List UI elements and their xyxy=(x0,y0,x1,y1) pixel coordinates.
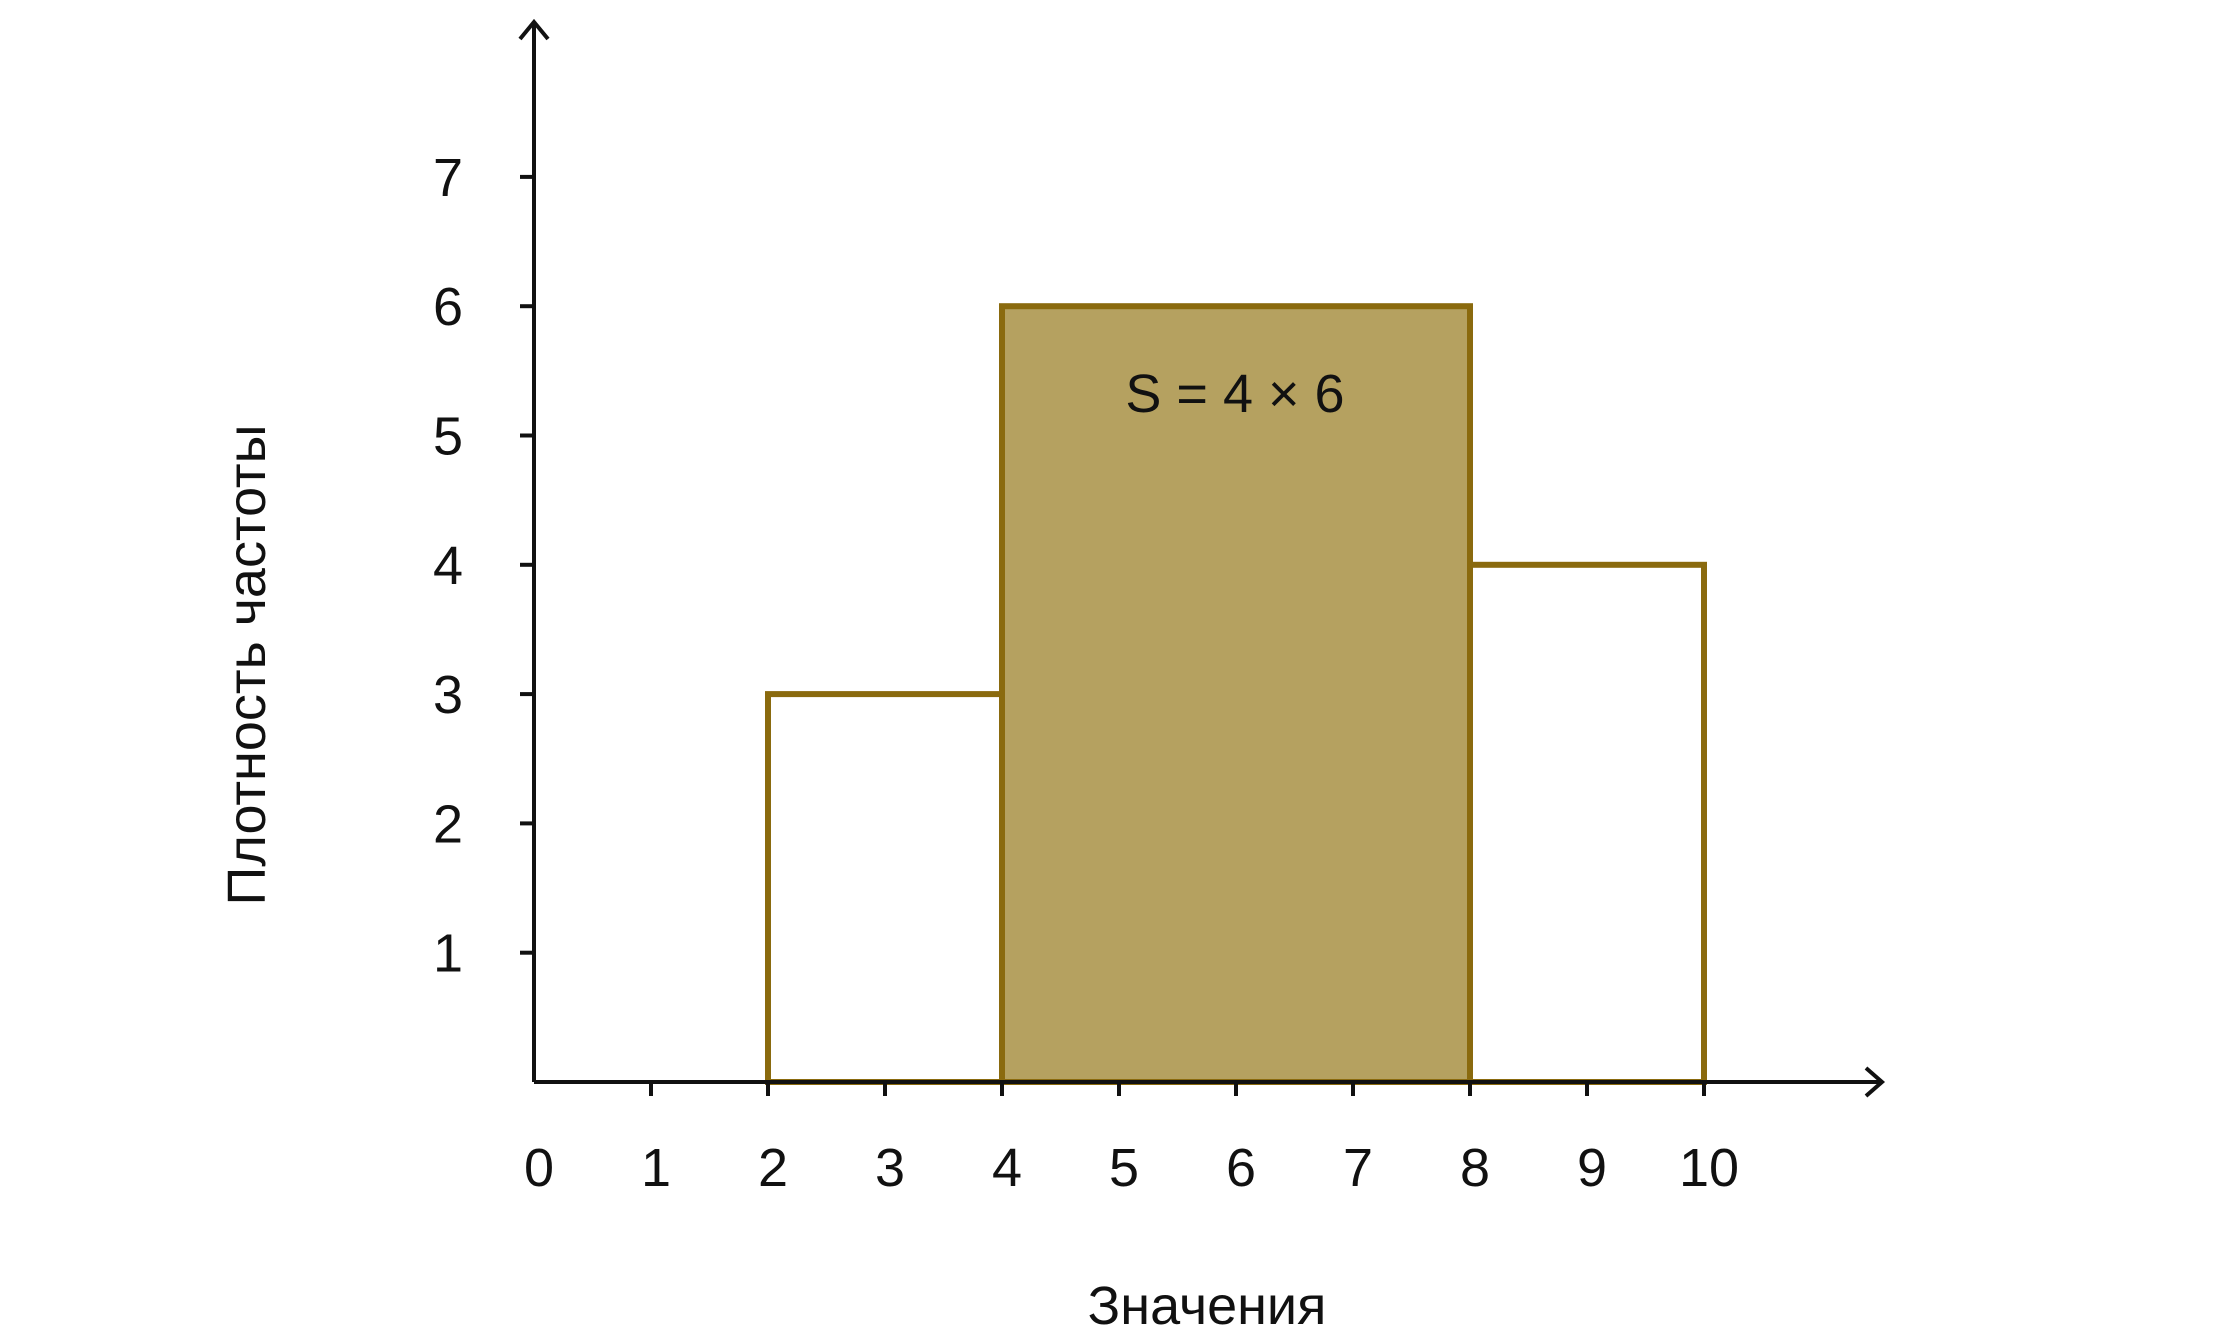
histogram-bar-2 xyxy=(1467,561,1707,1085)
area-annotation: S = 4 × 6 xyxy=(1125,364,1344,424)
x-axis-arrow-icon xyxy=(1864,1066,1886,1098)
ticks-layer: 0 1 2 3 4 5 6 7 8 9 10 1 2 3 4 5 6 7 xyxy=(433,148,1739,1198)
x-tick-label: 3 xyxy=(875,1138,905,1198)
x-tick-label: 1 xyxy=(641,1138,671,1198)
x-tick-label: 9 xyxy=(1577,1138,1607,1198)
x-axis-title: Значения xyxy=(1088,1276,1327,1336)
axes-layer xyxy=(518,18,1886,1098)
y-axis-arrow-icon xyxy=(518,18,550,41)
histogram-bar-0 xyxy=(765,691,1005,1085)
bars-layer xyxy=(765,303,1707,1085)
x-tick-label: 5 xyxy=(1109,1138,1139,1198)
x-tick-label: 2 xyxy=(758,1138,788,1198)
y-tick-label: 6 xyxy=(433,277,463,337)
y-tick-label: 1 xyxy=(433,924,463,984)
x-tick-label: 0 xyxy=(524,1138,554,1198)
x-tick-label: 10 xyxy=(1679,1138,1739,1198)
y-tick-label: 3 xyxy=(433,665,463,725)
y-tick-label: 7 xyxy=(433,148,463,208)
y-tick-label: 5 xyxy=(433,407,463,467)
x-tick-label: 4 xyxy=(992,1138,1022,1198)
x-tick-label: 7 xyxy=(1343,1138,1373,1198)
x-tick-label: 6 xyxy=(1226,1138,1256,1198)
histogram-bar-1 xyxy=(999,303,1473,1085)
y-tick-label: 4 xyxy=(433,536,463,596)
y-tick-label: 2 xyxy=(433,794,463,854)
y-axis-title: Плотность частоты xyxy=(217,425,277,906)
x-tick-label: 8 xyxy=(1460,1138,1490,1198)
